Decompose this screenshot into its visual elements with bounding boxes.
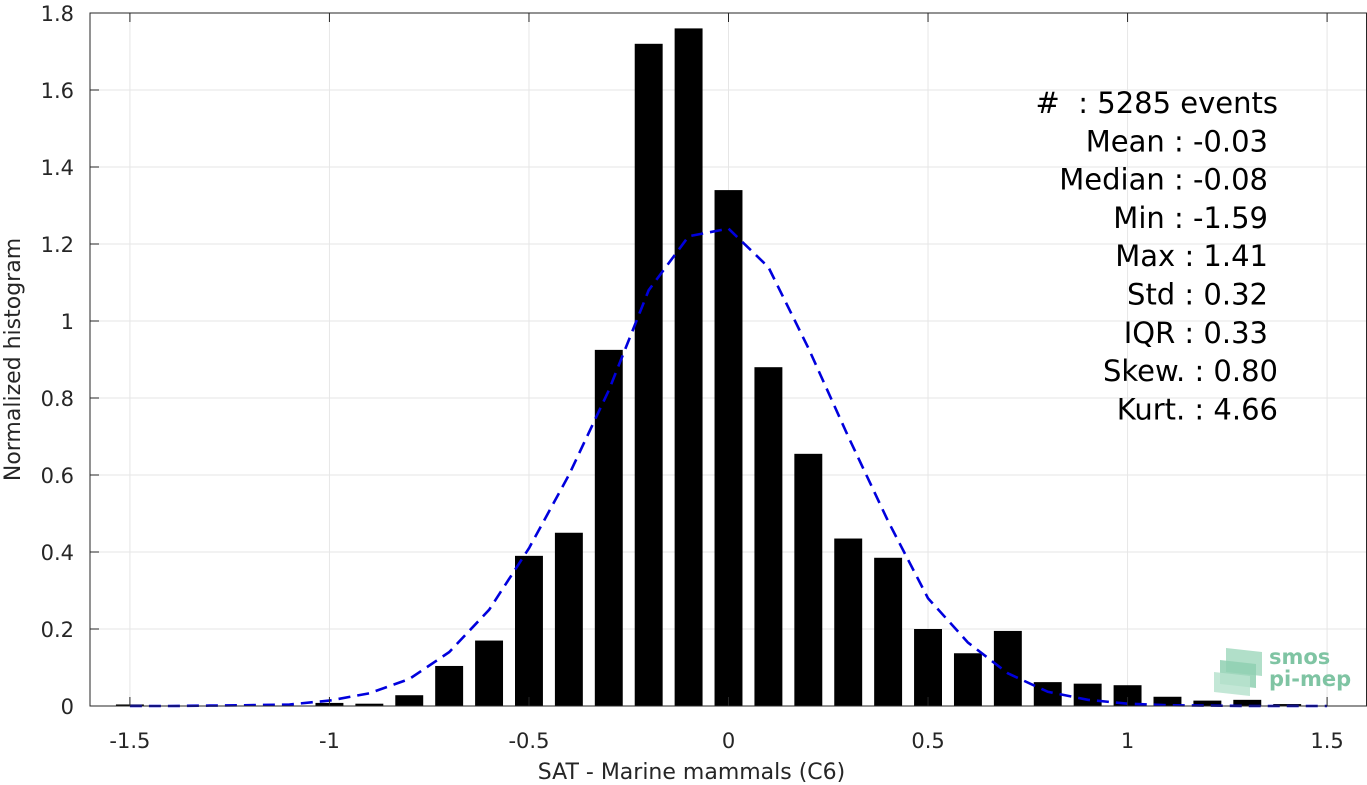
histogram-bar — [475, 640, 504, 706]
stats-line: Kurt. : 4.66 — [1117, 392, 1278, 426]
x-tick-label: 1.5 — [1310, 729, 1343, 753]
histogram-bar — [395, 695, 424, 706]
histogram-bar — [674, 28, 703, 706]
stats-line: Std : 0.32 — [1127, 278, 1268, 312]
y-tick-label: 0.4 — [41, 541, 74, 565]
histogram-bar — [634, 43, 663, 707]
logo-text-smos: smos — [1269, 645, 1330, 669]
histogram-bar — [435, 665, 464, 706]
x-tick-label: 0 — [722, 729, 735, 753]
x-tick-labels: -1.5 -1 -0.5 0 0.5 1 1.5 — [109, 729, 1343, 753]
x-tick-label: 0.5 — [911, 729, 944, 753]
x-tick-label: -1.5 — [109, 729, 150, 753]
smos-pi-mep-logo: smos pi-mep — [1214, 645, 1351, 696]
logo-text-pi-mep: pi-mep — [1269, 667, 1351, 691]
histogram-bar — [1113, 685, 1142, 706]
y-tick-labels: 0 0.2 0.4 0.6 0.8 1 1.2 1.4 1.6 1.8 — [41, 2, 74, 719]
histogram-bar — [1153, 696, 1182, 706]
y-tick-label: 0.6 — [41, 464, 74, 488]
stats-line: Skew. : 0.80 — [1103, 354, 1278, 388]
histogram-bar — [1073, 683, 1102, 706]
histogram-bar — [914, 629, 942, 706]
histogram-bar — [554, 532, 583, 706]
histogram-bar — [515, 555, 543, 706]
x-tick-label: -0.5 — [508, 729, 549, 753]
y-tick-label: 1.6 — [41, 79, 74, 103]
histogram-bar — [1193, 700, 1222, 706]
histogram-bar — [754, 367, 783, 706]
x-tick-label: -1 — [319, 729, 340, 753]
histogram-bar — [355, 703, 384, 706]
y-tick-label: 0 — [61, 695, 74, 719]
histogram-bar — [993, 630, 1022, 706]
histogram-bar — [953, 653, 982, 706]
y-tick-label: 0.2 — [41, 618, 74, 642]
logo-mark-icon — [1214, 648, 1262, 696]
stats-line: # : 5285 events — [1036, 86, 1278, 120]
y-tick-label: 0.8 — [41, 387, 74, 411]
y-tick-label: 1.4 — [41, 156, 74, 180]
stats-line: IQR : 0.33 — [1124, 316, 1268, 350]
y-axis-label: Normalized histogram — [1, 238, 26, 481]
histogram-bar — [874, 557, 903, 706]
axis-ticks — [90, 12, 1328, 707]
y-tick-label: 1.8 — [41, 2, 74, 26]
stats-line: Median : -0.08 — [1059, 163, 1268, 197]
histogram-bar — [1033, 682, 1062, 706]
y-tick-label: 1 — [61, 310, 74, 334]
x-tick-label: 1 — [1121, 729, 1134, 753]
histogram-bar — [1233, 699, 1262, 706]
histogram-bar — [834, 538, 863, 706]
stats-line: Max : 1.41 — [1115, 239, 1268, 273]
histogram-bar — [594, 349, 623, 706]
stats-line: Mean : -0.03 — [1086, 124, 1268, 158]
y-tick-label: 1.2 — [41, 233, 74, 257]
stats-line: Min : -1.59 — [1113, 201, 1268, 235]
histogram-bar — [714, 190, 743, 707]
histogram-bar — [794, 453, 823, 706]
statistics-annotation: # : 5285 events Mean : -0.03 Median : -0.0… — [1036, 86, 1278, 426]
x-axis-label: SAT - Marine mammals (C6) — [538, 760, 846, 785]
